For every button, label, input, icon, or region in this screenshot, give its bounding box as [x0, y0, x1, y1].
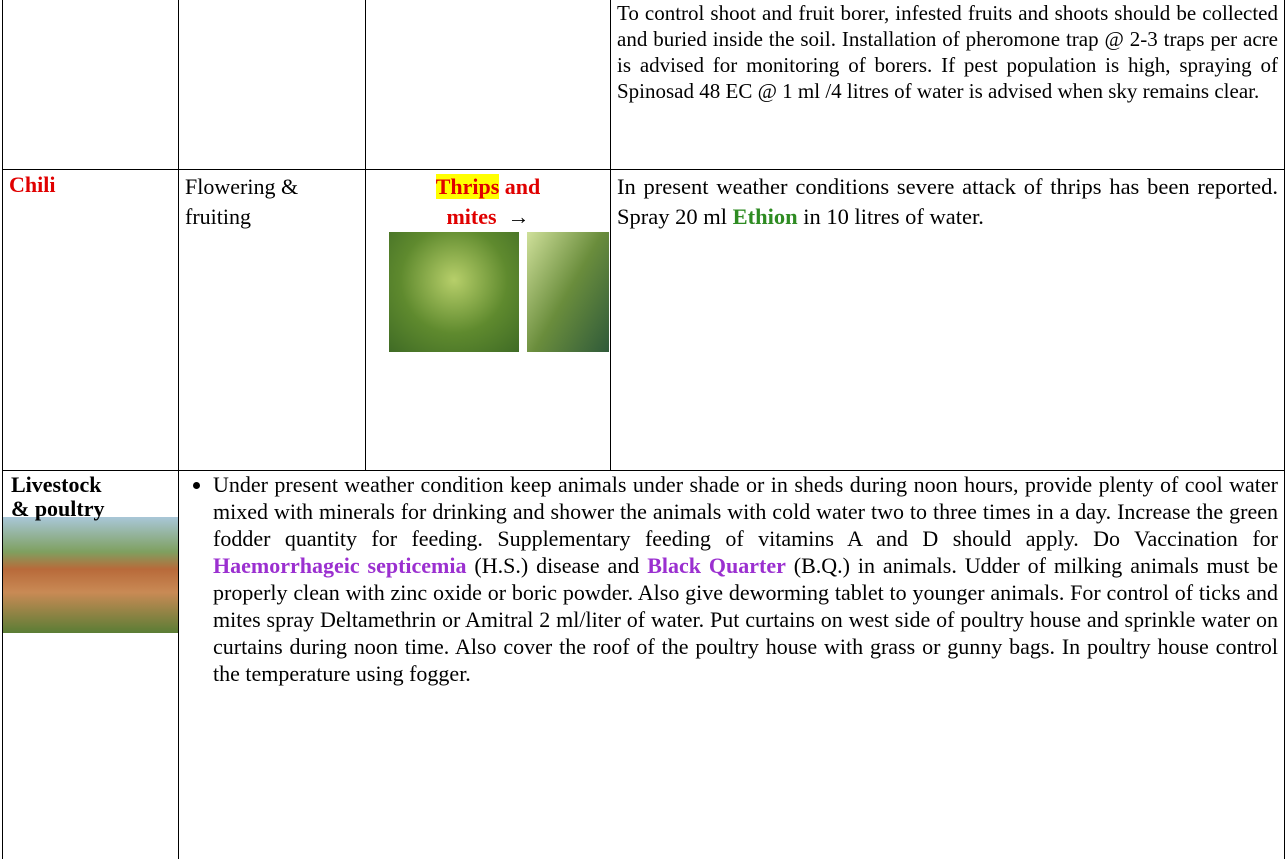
advisory: Under present weather condition keep ani… [213, 471, 1278, 687]
cell: Livestock & poultry [3, 471, 179, 859]
advisory: In present weather conditions severe att… [611, 170, 1285, 471]
thrips-image [389, 232, 519, 352]
cell [179, 0, 366, 170]
stage: Flowering & fruiting [179, 170, 366, 471]
cell [366, 0, 611, 170]
advisory: To control shoot and fruit borer, infest… [611, 0, 1285, 170]
row: Livestock & poultry Under present weathe… [3, 471, 1285, 859]
cell: Thrips and mites → [366, 170, 611, 471]
text: (H.S.) disease and [474, 553, 639, 578]
advisory-list: Under present weather condition keep ani… [183, 471, 1278, 687]
cell [3, 0, 179, 170]
chemical: Ethion [733, 204, 798, 229]
text: in 10 litres of water. [803, 204, 984, 229]
text: Under present weather condition keep ani… [213, 472, 1278, 551]
row: Chili Flowering & fruiting Thrips and mi… [3, 170, 1285, 471]
cell: Under present weather condition keep ani… [179, 471, 1285, 859]
disease: Black Quarter [647, 553, 786, 578]
arrow: → [508, 204, 530, 229]
thrips-image [527, 232, 609, 352]
pest-text: Thrips [436, 174, 500, 199]
pest-text: and [505, 174, 540, 199]
crop: Chili [9, 172, 55, 197]
livestock-image [3, 517, 178, 633]
row: To control shoot and fruit borer, infest… [3, 0, 1285, 170]
category: Livestock & poultry [11, 473, 121, 521]
cell: Chili [3, 170, 179, 471]
pest-text: mites [446, 204, 496, 229]
disease: Haemorrhageic septicemia [213, 553, 466, 578]
